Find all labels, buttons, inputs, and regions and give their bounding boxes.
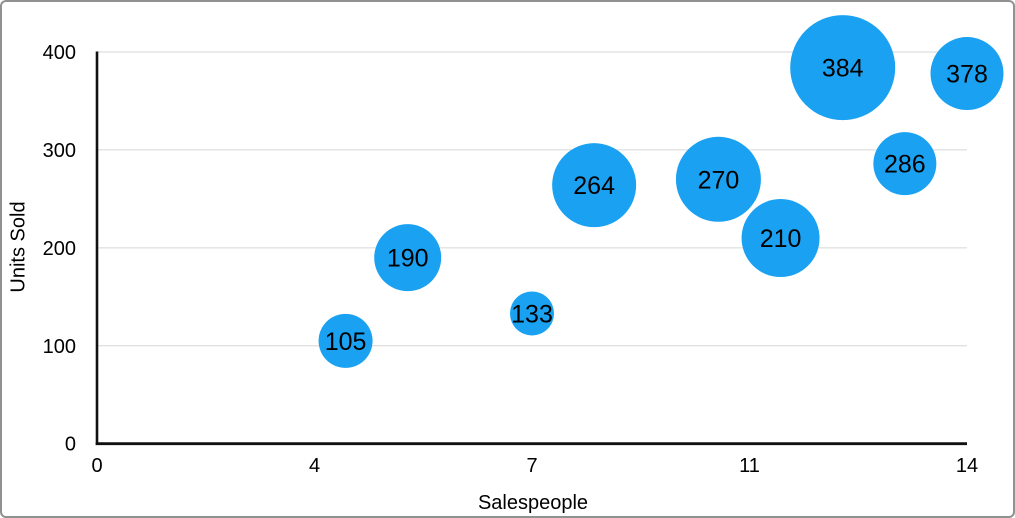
bubble-value-label-384: 384 — [822, 55, 864, 83]
bubble-value-label-190: 190 — [387, 245, 429, 273]
bubble-value-label-210: 210 — [760, 225, 802, 253]
bubble-value-label-264: 264 — [573, 172, 615, 200]
bubble-value-label-378: 378 — [946, 61, 988, 89]
bubble-286 — [873, 132, 937, 196]
bubble-value-label-105: 105 — [325, 328, 367, 356]
bubble-133 — [510, 291, 554, 336]
bubble-value-label-133: 133 — [511, 300, 553, 328]
x-tick-label-14: 14 — [956, 455, 978, 477]
y-tick-label-100: 100 — [43, 336, 76, 358]
bubble-210 — [741, 199, 820, 278]
y-tick-label-200: 200 — [43, 238, 76, 260]
x-tick-label-11: 11 — [739, 455, 760, 477]
bubble-value-label-270: 270 — [698, 166, 740, 194]
axes — [95, 51, 967, 446]
bubble-270 — [675, 136, 761, 222]
y-tick-label-400: 400 — [43, 42, 76, 64]
y-tick-label-300: 300 — [43, 140, 76, 162]
bubble-value-label-286: 286 — [884, 151, 926, 179]
x-tick-label-4: 4 — [309, 455, 320, 477]
bubble-105 — [318, 313, 373, 368]
x-axis-title: Salespeople — [478, 492, 588, 514]
bubble-series: 105 190 133 264 270 210 384 286 378 — [318, 15, 1004, 368]
x-tick-label-0: 0 — [91, 455, 102, 477]
bubble-190 — [374, 224, 442, 292]
y-axis-tick-labels: 0 100 200 300 400 — [43, 42, 76, 456]
bubble-264 — [552, 143, 637, 228]
x-tick-label-7: 7 — [526, 455, 537, 477]
bubble-384 — [790, 15, 896, 121]
bubble-378 — [930, 37, 1004, 111]
y-tick-label-0: 0 — [65, 434, 76, 456]
x-axis-tick-labels: 0 4 7 11 14 — [91, 455, 978, 477]
y-axis-title: Units Sold — [8, 201, 30, 292]
